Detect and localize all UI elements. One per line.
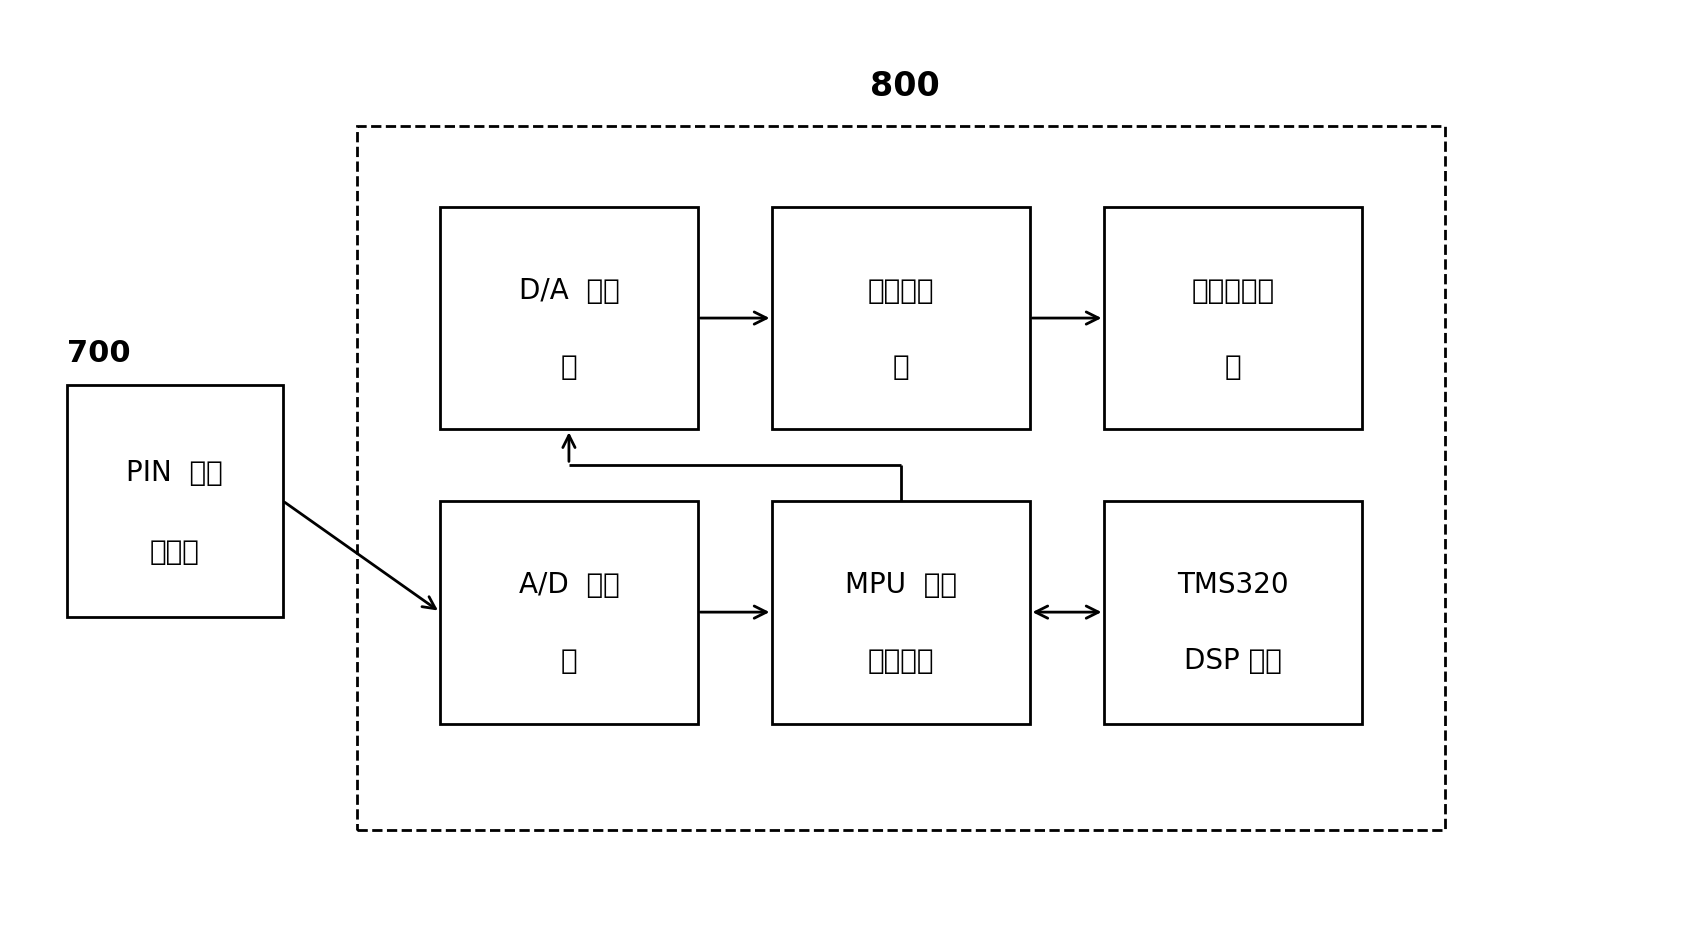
- Text: 元: 元: [1225, 353, 1242, 381]
- Text: 器: 器: [893, 353, 910, 381]
- Text: DSP 引擎: DSP 引擎: [1184, 647, 1282, 675]
- Text: 低通滤波: 低通滤波: [867, 278, 933, 305]
- Text: 音频输出单: 音频输出单: [1191, 278, 1274, 305]
- Text: 器: 器: [561, 647, 578, 675]
- Text: 理器单元: 理器单元: [867, 647, 933, 675]
- Text: TMS320: TMS320: [1177, 572, 1289, 599]
- Text: MPU  微处: MPU 微处: [845, 572, 957, 599]
- Text: 700: 700: [66, 339, 130, 368]
- Text: D/A  转换: D/A 转换: [518, 278, 620, 305]
- Bar: [772, 207, 1030, 429]
- Text: 800: 800: [871, 70, 940, 103]
- Bar: [357, 126, 1445, 830]
- Bar: [772, 501, 1030, 723]
- Text: PIN  光电: PIN 光电: [127, 459, 224, 487]
- Bar: [440, 207, 698, 429]
- Bar: [440, 501, 698, 723]
- Bar: [1104, 207, 1362, 429]
- Text: 器: 器: [561, 353, 578, 381]
- Text: A/D  转换: A/D 转换: [518, 572, 620, 599]
- Bar: [1104, 501, 1362, 723]
- Bar: [66, 385, 283, 616]
- Text: 探测器: 探测器: [149, 538, 200, 566]
